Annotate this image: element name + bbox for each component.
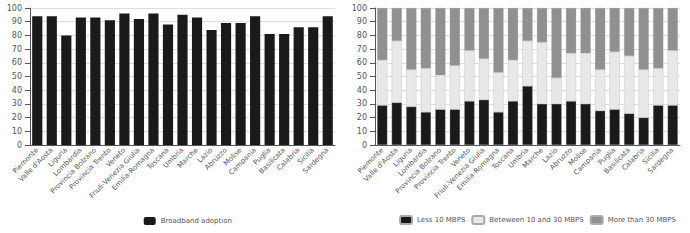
- svg-text:Broadband adoption: Broadband adoption: [161, 217, 232, 225]
- svg-text:Piemonte: Piemonte: [356, 146, 386, 176]
- svg-text:0: 0: [362, 141, 367, 150]
- svg-text:60: 60: [357, 58, 367, 67]
- svg-text:Friuli-Venezia Giulia: Friuli-Venezia Giulia: [88, 146, 142, 200]
- svg-text:70: 70: [357, 45, 367, 54]
- svg-text:90: 90: [357, 17, 367, 26]
- svg-text:Liguria: Liguria: [46, 146, 70, 169]
- svg-text:50: 50: [357, 72, 367, 81]
- svg-text:Lombardia: Lombardia: [51, 146, 84, 178]
- svg-text:Provincia Trento: Provincia Trento: [412, 146, 458, 192]
- svg-text:Friuli-Venezia Giulia: Friuli-Venezia Giulia: [433, 146, 487, 200]
- svg-text:30: 30: [12, 99, 22, 108]
- svg-text:50: 50: [12, 72, 22, 81]
- svg-text:Calabria: Calabria: [620, 146, 647, 173]
- svg-text:Valle d'Aosta: Valle d'Aosta: [362, 146, 400, 184]
- svg-text:Sicilia: Sicilia: [641, 146, 661, 167]
- svg-text:Emilia-Romagna: Emilia-Romagna: [110, 146, 157, 192]
- svg-text:Campania: Campania: [572, 146, 603, 177]
- svg-text:70: 70: [12, 45, 22, 54]
- svg-text:Campania: Campania: [227, 146, 258, 177]
- svg-text:More than 30 MBPS: More than 30 MBPS: [608, 216, 677, 224]
- svg-text:Provincia Bolzano: Provincia Bolzano: [49, 146, 99, 196]
- svg-text:20: 20: [12, 113, 22, 122]
- svg-text:Toscana: Toscana: [490, 146, 516, 172]
- svg-text:Sardegna: Sardegna: [646, 146, 675, 175]
- svg-text:100: 100: [352, 4, 367, 13]
- svg-text:0: 0: [17, 141, 22, 150]
- svg-text:60: 60: [12, 58, 22, 67]
- svg-text:Puglia: Puglia: [251, 146, 273, 167]
- svg-text:Piemonte: Piemonte: [11, 146, 41, 176]
- svg-text:Molise: Molise: [567, 146, 589, 168]
- svg-text:40: 40: [12, 86, 22, 95]
- svg-text:Calabria: Calabria: [275, 146, 302, 173]
- svg-text:Marche: Marche: [521, 146, 545, 170]
- svg-text:10: 10: [357, 127, 367, 136]
- svg-text:Less 10 MBPS: Less 10 MBPS: [417, 216, 466, 224]
- svg-text:Veneto: Veneto: [104, 146, 128, 169]
- svg-text:10: 10: [12, 127, 22, 136]
- svg-text:Provincia Trento: Provincia Trento: [67, 146, 113, 192]
- svg-text:Abruzzo: Abruzzo: [203, 146, 229, 172]
- svg-text:Veneto: Veneto: [449, 146, 473, 169]
- svg-text:Basilicata: Basilicata: [257, 146, 287, 176]
- svg-text:80: 80: [357, 31, 367, 40]
- svg-text:Abruzzo: Abruzzo: [548, 146, 574, 172]
- svg-text:Beteween 10 and 30 MBPS: Beteween 10 and 30 MBPS: [489, 216, 584, 224]
- svg-text:Liguria: Liguria: [391, 146, 415, 169]
- svg-text:Basilicata: Basilicata: [602, 146, 632, 176]
- svg-text:90: 90: [12, 17, 22, 26]
- svg-text:Molise: Molise: [222, 146, 244, 168]
- svg-text:Umbria: Umbria: [506, 146, 531, 170]
- svg-text:80: 80: [12, 31, 22, 40]
- svg-text:40: 40: [357, 86, 367, 95]
- svg-text:Puglia: Puglia: [596, 146, 618, 167]
- svg-text:Sardegna: Sardegna: [301, 146, 330, 175]
- svg-text:100: 100: [7, 4, 22, 13]
- svg-text:30: 30: [357, 99, 367, 108]
- svg-text:Lazio: Lazio: [195, 146, 215, 165]
- svg-text:Umbria: Umbria: [161, 146, 186, 170]
- svg-text:Valle d'Aosta: Valle d'Aosta: [17, 146, 55, 184]
- svg-text:Marche: Marche: [176, 146, 200, 170]
- svg-text:Sicilia: Sicilia: [296, 146, 316, 167]
- svg-text:Lombardia: Lombardia: [396, 146, 429, 178]
- svg-text:Provincia Bolzano: Provincia Bolzano: [394, 146, 444, 196]
- svg-text:Lazio: Lazio: [540, 146, 560, 165]
- svg-text:20: 20: [357, 113, 367, 122]
- svg-text:Toscana: Toscana: [145, 146, 171, 172]
- svg-text:Emilia-Romagna: Emilia-Romagna: [455, 146, 502, 192]
